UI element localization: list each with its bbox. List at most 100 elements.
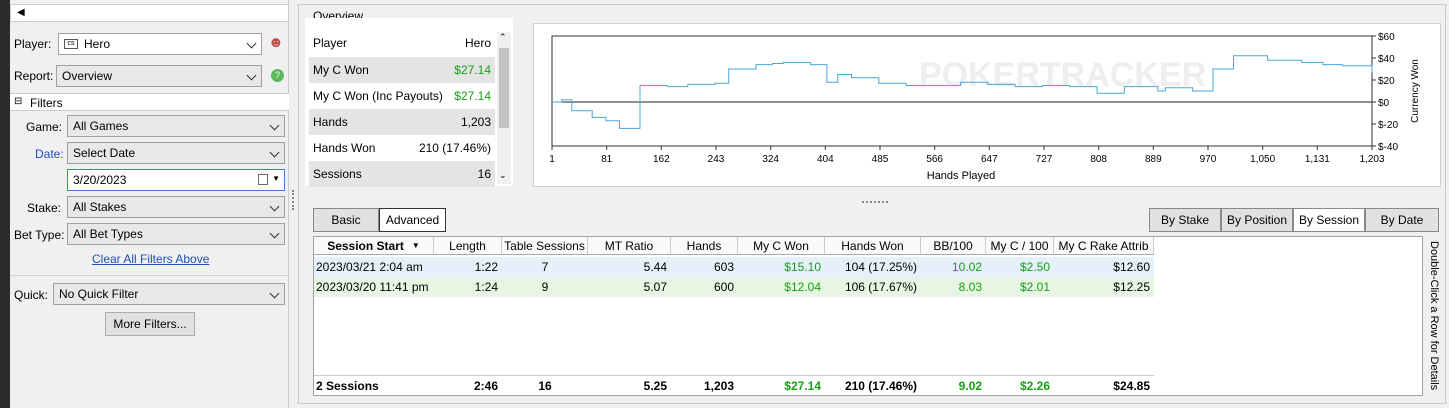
quick-filter-combo[interactable]: No Quick Filter — [53, 283, 285, 305]
chevron-down-icon — [269, 120, 280, 131]
group-by-position[interactable]: By Position — [1221, 208, 1293, 232]
scroll-left-icon[interactable]: ◀ — [17, 7, 25, 18]
date-input[interactable]: 3/20/2023 ▼ — [67, 169, 285, 191]
overview-label: Player — [313, 36, 348, 50]
plot-frame — [551, 35, 1373, 147]
vertical-splitter[interactable] — [292, 190, 296, 210]
player-combo[interactable]: cs Hero — [58, 33, 262, 55]
cell-hands-won: 106 (17.67%) — [844, 280, 917, 294]
col-rake-attrib[interactable]: My C Rake Attrib — [1054, 237, 1154, 255]
horizontal-splitter[interactable] — [862, 201, 888, 203]
col-bb100[interactable]: BB/100 — [921, 237, 986, 255]
y-tick-label: $40 — [1378, 54, 1395, 65]
x-axis: 1 81 162 243 324 404 485 566 647 727 808 889 970 1,05… — [549, 146, 1385, 165]
group-by-date[interactable]: By Date — [1365, 208, 1439, 232]
side-hint-box: Double-Click a Row for Details — [1424, 236, 1444, 396]
overview-scrollbar[interactable]: ⌃ ⌄ — [497, 32, 511, 184]
bettype-label: Bet Type: — [14, 228, 65, 242]
date-combo[interactable]: Select Date — [67, 142, 285, 164]
x-tick-label: 970 — [1200, 154, 1217, 165]
cell-my-c-won: $27.14 — [784, 379, 821, 393]
filters-header[interactable]: ⊟ Filters — [10, 93, 289, 111]
tab-basic[interactable]: Basic — [313, 208, 379, 232]
x-tick-label: 1 — [549, 154, 555, 165]
col-session-start[interactable]: Session Start ▼ — [314, 237, 434, 255]
more-filters-button[interactable]: More Filters... — [105, 312, 195, 336]
overview-value: 16 — [477, 167, 491, 181]
overview-value: $27.14 — [454, 89, 491, 103]
scroll-down-icon[interactable]: ⌄ — [499, 170, 507, 180]
stake-combo[interactable]: All Stakes — [67, 196, 285, 218]
overview-label: My C Won (Inc Payouts) — [313, 89, 443, 103]
scroll-up-icon[interactable]: ⌃ — [499, 32, 507, 42]
cell-hands-won: 210 (17.46%) — [844, 379, 917, 393]
clear-filters-link[interactable]: Clear All Filters Above — [92, 252, 210, 266]
col-table-sessions[interactable]: Table Sessions — [502, 237, 588, 255]
cell-rake-attrib: $24.85 — [1113, 379, 1150, 393]
dropdown-arrow-icon[interactable]: ▼ — [272, 174, 280, 183]
cell-mt-ratio: 5.25 — [643, 379, 667, 393]
header-label: Session Start — [327, 238, 404, 253]
chevron-down-icon — [246, 70, 257, 81]
cell-my-c-100: $2.50 — [1019, 260, 1050, 274]
col-my-c-won[interactable]: My C Won — [738, 237, 825, 255]
cell-bb100: 8.03 — [958, 280, 982, 294]
table-row[interactable] — [314, 277, 1154, 297]
bettype-combo[interactable]: All Bet Types — [67, 223, 285, 245]
x-tick-label: 808 — [1090, 154, 1107, 165]
cell-rake-attrib: $12.60 — [1113, 260, 1150, 274]
group-by-stake[interactable]: By Stake — [1149, 208, 1221, 232]
date-label: Date: — [35, 147, 64, 161]
bettype-value: All Bet Types — [73, 227, 143, 241]
help-icon[interactable]: ? — [271, 69, 284, 82]
cell-session-start: 2023/03/20 11:41 pm — [316, 280, 429, 294]
user-icon[interactable]: ☻ — [268, 34, 284, 51]
y-tick-label: $20 — [1378, 76, 1395, 87]
table-row[interactable] — [314, 257, 1154, 277]
overview-value: Hero — [464, 36, 491, 50]
cell-session-start: 2 Sessions — [316, 379, 379, 393]
overview-row: My C Won (Inc Payouts) $27.14 — [309, 83, 495, 109]
x-tick-label: 727 — [1036, 154, 1053, 165]
col-hands-won[interactable]: Hands Won — [825, 237, 921, 255]
col-hands[interactable]: Hands — [671, 237, 738, 255]
chevron-down-icon — [269, 147, 280, 158]
player-value: Hero — [84, 37, 111, 51]
x-tick-label: 243 — [708, 154, 725, 165]
filters-title: Filters — [30, 96, 63, 110]
cell-table-sessions: 16 — [538, 379, 552, 393]
overview-label: My C Won — [313, 63, 369, 77]
collapse-icon[interactable]: ⊟ — [14, 96, 23, 107]
quick-label: Quick: — [14, 288, 49, 302]
stake-value: All Stakes — [73, 200, 127, 214]
col-my-c-100[interactable]: My C / 100 — [986, 237, 1054, 255]
overview-box: Player Hero My C Won $27.14 My C Won (In… — [305, 18, 513, 187]
col-length[interactable]: Length — [434, 237, 502, 255]
overview-value: 210 (17.46%) — [418, 141, 491, 155]
cell-bb100: 10.02 — [951, 260, 982, 274]
cell-my-c-100: $2.26 — [1019, 379, 1050, 393]
report-combo[interactable]: Overview — [56, 65, 262, 87]
cell-my-c-100: $2.01 — [1019, 280, 1050, 294]
game-combo[interactable]: All Games — [67, 115, 285, 137]
col-mt-ratio[interactable]: MT Ratio — [588, 237, 671, 255]
group-by-session[interactable]: By Session — [1293, 208, 1365, 232]
overview-value: 1,203 — [460, 115, 491, 129]
cell-hands: 1,203 — [703, 379, 734, 393]
overview-row: My C Won $27.14 — [309, 57, 495, 83]
filter-panel: ◀ Player: cs Hero ☻ Report: Overview ? ⊟… — [10, 0, 289, 408]
tab-advanced[interactable]: Advanced — [379, 208, 446, 232]
winnings-chart: POKERTRACKER 1 81 162 243 324 404 485 566 647 727… — [549, 32, 1421, 182]
sessions-table: Session Start ▼ Length Table Sessions MT… — [313, 236, 1423, 396]
overview-label: Hands — [313, 115, 348, 129]
y-axis-label: Currency Won — [1410, 59, 1421, 123]
top-scrollbar[interactable]: ◀ — [10, 4, 289, 22]
scroll-thumb[interactable] — [499, 48, 509, 128]
overview-row: Hands Won 210 (17.46%) — [309, 135, 495, 161]
cell-length: 2:46 — [473, 379, 498, 393]
overview-row: Player Hero — [309, 30, 495, 56]
cell-rake-attrib: $12.25 — [1113, 280, 1150, 294]
sort-desc-icon: ▼ — [411, 241, 420, 250]
desktop-edge — [0, 0, 10, 408]
calendar-icon[interactable] — [258, 174, 268, 185]
